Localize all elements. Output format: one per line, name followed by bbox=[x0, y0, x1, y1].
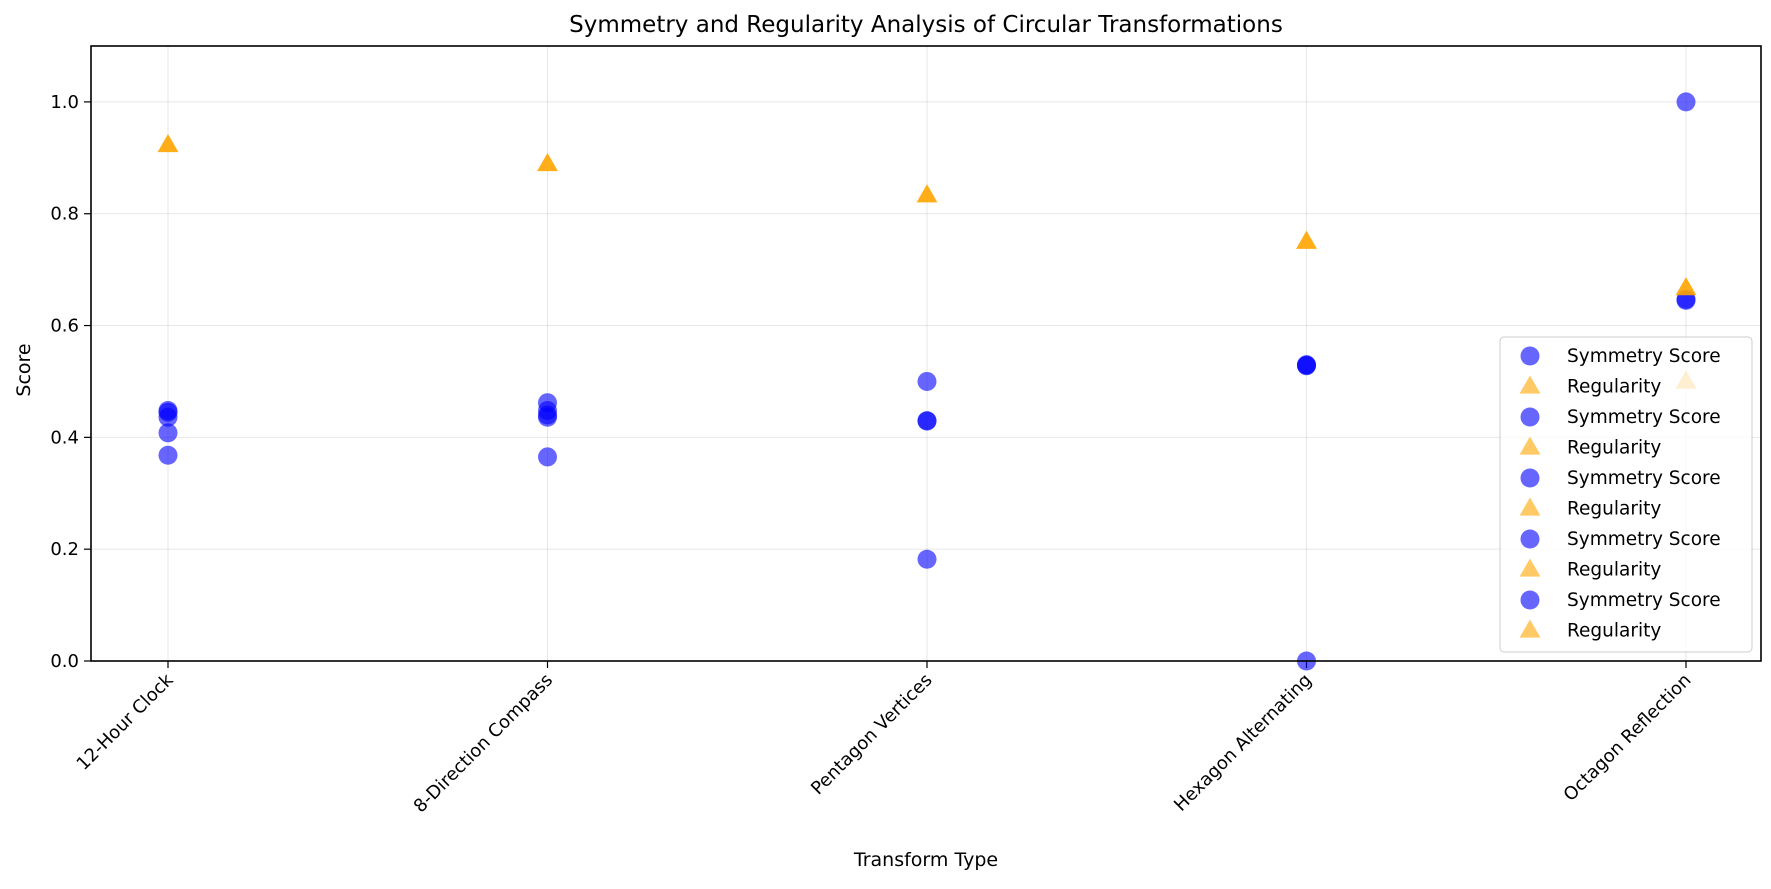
symmetry-score-point bbox=[158, 402, 178, 422]
y-tick-label: 0.8 bbox=[50, 204, 79, 225]
y-tick-label: 0.2 bbox=[50, 539, 79, 560]
legend-circle-marker bbox=[1520, 529, 1540, 549]
legend-triangle-marker bbox=[1519, 619, 1541, 638]
symmetry-score-point bbox=[1297, 356, 1316, 376]
legend-box bbox=[1499, 336, 1753, 653]
symmetry-score-point bbox=[1676, 92, 1696, 112]
plot-area-frame bbox=[90, 45, 1762, 662]
legend-label: Regularity bbox=[1567, 560, 1661, 581]
y-tick-label: 1.0 bbox=[50, 92, 79, 113]
symmetry-score-point bbox=[917, 549, 937, 569]
y-axis-label: Score bbox=[13, 343, 35, 396]
legend-circle-marker bbox=[1520, 346, 1540, 366]
regularity-point bbox=[157, 133, 179, 153]
legend-triangle-marker bbox=[1519, 497, 1541, 516]
regularity-point bbox=[537, 152, 558, 172]
legend-label: Symmetry Score bbox=[1567, 529, 1721, 550]
regularity-point bbox=[1296, 230, 1317, 249]
legend-label: Regularity bbox=[1567, 621, 1661, 642]
legend-triangle-marker bbox=[1519, 436, 1541, 455]
legend-label: Regularity bbox=[1567, 377, 1661, 398]
legend-triangle-marker bbox=[1519, 375, 1541, 394]
y-tick-label: 0.6 bbox=[50, 316, 79, 337]
legend-label: Symmetry Score bbox=[1567, 468, 1721, 489]
symmetry-score-point bbox=[538, 405, 557, 425]
legend-label: Symmetry Score bbox=[1567, 590, 1721, 611]
symmetry-score-point bbox=[158, 445, 178, 465]
symmetry-score-point bbox=[158, 423, 178, 443]
regularity-point bbox=[1675, 277, 1697, 296]
symmetry-score-point bbox=[538, 447, 557, 467]
legend: Symmetry Score Regularity Symmetry Score Re… bbox=[1499, 336, 1753, 653]
y-tick-label: 0.4 bbox=[50, 427, 79, 448]
regularity-point bbox=[916, 184, 938, 203]
legend-label: Symmetry Score bbox=[1567, 407, 1721, 428]
legend-circle-marker bbox=[1520, 468, 1540, 488]
legend-circle-marker bbox=[1520, 590, 1540, 610]
legend-label: Symmetry Score bbox=[1567, 346, 1721, 367]
symmetry-score-point bbox=[917, 371, 937, 391]
y-tick-label: 0.0 bbox=[50, 651, 79, 672]
x-axis-label: Transform Type bbox=[853, 849, 998, 871]
legend-triangle-marker bbox=[1519, 558, 1541, 577]
legend-label: Regularity bbox=[1567, 438, 1661, 459]
legend-label: Regularity bbox=[1567, 499, 1661, 520]
symmetry-score-point bbox=[917, 411, 937, 431]
legend-circle-marker bbox=[1520, 407, 1540, 427]
chart-title: Symmetry and Regularity Analysis of Circ… bbox=[569, 12, 1283, 38]
